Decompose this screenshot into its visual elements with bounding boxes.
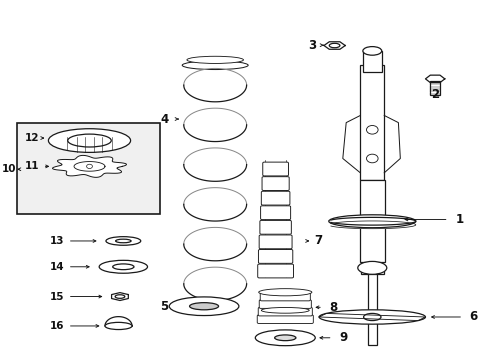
FancyBboxPatch shape [259,220,291,234]
Polygon shape [111,293,128,301]
Text: 4: 4 [160,113,168,126]
Bar [362,51,381,72]
Ellipse shape [186,56,243,63]
Ellipse shape [357,261,386,274]
FancyBboxPatch shape [257,315,313,323]
FancyBboxPatch shape [260,206,290,220]
Circle shape [366,154,377,163]
FancyBboxPatch shape [259,300,311,309]
Ellipse shape [255,330,315,346]
Text: 12: 12 [25,133,39,143]
Text: 3: 3 [307,39,316,52]
Text: 5: 5 [160,300,168,313]
Ellipse shape [362,46,381,55]
Bar [360,265,383,274]
Ellipse shape [115,295,124,298]
Polygon shape [425,75,444,82]
Ellipse shape [112,264,134,270]
Text: 11: 11 [25,161,39,171]
Polygon shape [323,42,345,49]
Text: 13: 13 [50,236,64,246]
Ellipse shape [68,134,111,147]
Bar [429,81,439,95]
FancyBboxPatch shape [258,249,292,263]
FancyBboxPatch shape [259,235,291,249]
Text: 7: 7 [313,234,322,247]
Text: 2: 2 [430,88,438,101]
Ellipse shape [319,310,425,324]
FancyBboxPatch shape [258,307,312,316]
FancyBboxPatch shape [262,162,288,176]
Bar [367,270,376,345]
Bar [359,180,384,262]
FancyBboxPatch shape [260,292,310,301]
Bar [360,65,384,180]
FancyBboxPatch shape [261,191,289,205]
Ellipse shape [48,129,130,152]
Ellipse shape [99,260,147,273]
Bar [17,123,159,214]
Ellipse shape [105,322,132,329]
FancyBboxPatch shape [257,264,293,278]
Ellipse shape [115,239,131,243]
Text: 15: 15 [50,292,64,302]
Text: 16: 16 [50,321,64,331]
Text: 8: 8 [329,301,337,314]
Circle shape [366,126,377,134]
Ellipse shape [169,297,238,316]
Ellipse shape [274,335,295,341]
Polygon shape [105,317,132,326]
Ellipse shape [106,237,141,245]
Text: 9: 9 [339,331,346,344]
FancyBboxPatch shape [262,177,288,190]
Ellipse shape [189,303,218,310]
Ellipse shape [182,61,248,69]
Circle shape [86,164,92,168]
Ellipse shape [258,289,311,296]
Ellipse shape [328,43,339,48]
Text: 6: 6 [468,310,477,324]
Text: 14: 14 [50,262,64,272]
Text: 1: 1 [454,213,463,226]
Ellipse shape [328,215,415,228]
Ellipse shape [261,307,308,313]
Polygon shape [52,156,126,177]
Text: 10: 10 [1,164,16,174]
Ellipse shape [363,314,380,320]
